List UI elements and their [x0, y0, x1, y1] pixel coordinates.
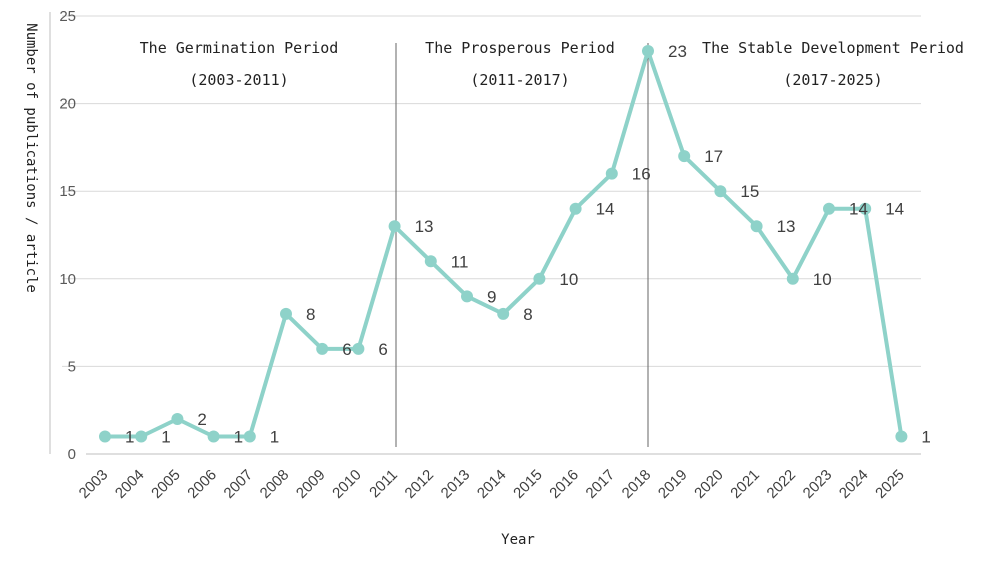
data-label: 13: [777, 217, 796, 236]
period-range: (2003-2011): [189, 71, 288, 89]
x-tick-label: 2014: [474, 466, 510, 502]
y-tick-label: 25: [59, 8, 76, 25]
x-tick-label: 2015: [510, 466, 546, 502]
data-point: [316, 342, 329, 355]
data-point: [750, 220, 763, 233]
x-tick-label: 2022: [764, 466, 800, 502]
data-points: [99, 45, 908, 443]
y-axis-title: Number of publications / article: [23, 23, 39, 293]
period-name: The Stable Development Period: [702, 39, 964, 57]
y-tick-label: 5: [68, 358, 76, 375]
x-tick-label: 2012: [402, 466, 438, 502]
axes: [49, 12, 921, 455]
data-point: [280, 307, 292, 320]
data-point: [352, 342, 365, 355]
x-tick-label: 2023: [800, 466, 836, 502]
data-label: 10: [559, 270, 578, 289]
data-label: 1: [125, 427, 134, 446]
data-label: 14: [885, 200, 904, 219]
data-label: 1: [921, 427, 930, 446]
data-label: 8: [523, 305, 532, 324]
data-point: [786, 272, 799, 285]
data-point: [605, 167, 618, 180]
data-label: 14: [849, 200, 868, 219]
x-tick-label: 2007: [221, 466, 257, 502]
x-tick-label: 2005: [148, 466, 184, 502]
x-tick-label: 2025: [872, 466, 908, 502]
data-point: [533, 272, 546, 285]
period-dividers: [395, 43, 649, 447]
x-tick-label: 2006: [184, 466, 220, 502]
data-point: [859, 202, 872, 215]
data-point: [207, 430, 220, 443]
x-tick-label: 2013: [438, 466, 474, 502]
period-name: The Germination Period: [140, 39, 339, 57]
data-point: [99, 430, 111, 443]
data-point: [569, 202, 582, 215]
data-point: [388, 220, 401, 233]
data-label: 13: [415, 217, 434, 236]
data-label: 1: [234, 427, 243, 446]
y-tick-label: 20: [59, 96, 76, 113]
series-line: [103, 49, 904, 439]
period-name: The Prosperous Period: [425, 39, 615, 57]
x-tick-label: 2010: [329, 466, 365, 502]
x-tick-label: 2004: [112, 466, 148, 502]
data-point: [642, 45, 654, 58]
x-tick-labels: 2003 2004 2005 2006 2007 2008 2009 2010 2011 2012…: [76, 466, 908, 502]
data-label: 1: [270, 427, 279, 446]
data-point: [135, 430, 148, 443]
data-label: 17: [704, 147, 723, 166]
data-label: 15: [740, 182, 759, 201]
x-tick-label: 2008: [257, 466, 293, 502]
period-range: (2017-2025): [783, 71, 882, 89]
data-point: [714, 185, 727, 198]
y-tick-label: 0: [68, 446, 76, 463]
x-tick-label: 2011: [366, 466, 401, 501]
data-point: [678, 150, 691, 163]
data-label: 11: [451, 252, 469, 271]
data-label: 23: [668, 42, 687, 61]
x-tick-label: 2021: [727, 466, 763, 502]
data-label: 2: [197, 410, 206, 429]
data-point: [895, 430, 908, 443]
x-tick-label: 2016: [546, 466, 582, 502]
period-annotations: The Germination Period (2003-2011) The Pro…: [140, 39, 964, 89]
series-path: [103, 49, 904, 439]
data-label: 6: [342, 340, 351, 359]
data-label: 8: [306, 305, 315, 324]
data-point: [461, 290, 473, 303]
data-label: 16: [632, 165, 651, 184]
data-label: 1: [161, 427, 170, 446]
y-tick-labels: 0 5 10 15 20 25: [59, 8, 76, 463]
x-tick-label: 2018: [619, 466, 655, 502]
x-tick-label: 2019: [655, 466, 691, 502]
data-label: 10: [813, 270, 832, 289]
data-point: [243, 430, 256, 443]
x-tick-label: 2024: [836, 466, 872, 502]
x-tick-label: 2017: [583, 466, 619, 502]
data-label: 6: [378, 340, 387, 359]
x-axis-title: Year: [501, 532, 535, 548]
data-point: [497, 307, 510, 320]
data-label: 9: [487, 287, 496, 306]
gridlines: [62, 15, 921, 367]
period-range: (2011-2017): [470, 71, 569, 89]
x-tick-label: 2020: [691, 466, 727, 502]
x-tick-label: 2003: [76, 466, 112, 502]
data-point: [171, 412, 184, 425]
y-tick-label: 10: [59, 271, 76, 288]
data-point: [823, 202, 835, 215]
y-tick-label: 15: [59, 183, 76, 200]
data-point: [424, 255, 437, 268]
data-label: 14: [596, 200, 615, 219]
x-tick-label: 2009: [293, 466, 329, 502]
